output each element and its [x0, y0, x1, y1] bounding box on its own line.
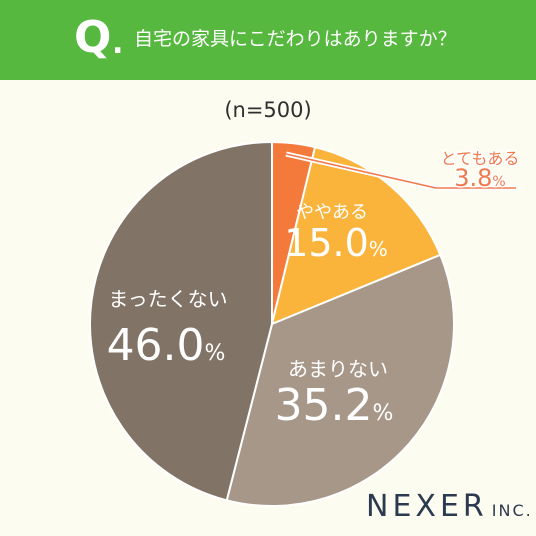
slice-value-text-3: 35.2% [275, 380, 394, 431]
pie-slice-4 [89, 140, 273, 502]
slice-value-2: 15.0 [284, 221, 369, 265]
slice-label-4: まったくない [108, 287, 227, 311]
slice-label-2: ややある [296, 202, 368, 223]
pie-slice-2 [270, 145, 442, 326]
slice-value-3: 35.2 [275, 380, 373, 431]
logo-name: NEXER [366, 489, 488, 524]
slice-unit-1: % [492, 174, 505, 190]
slice-label-1: とてもある [441, 149, 520, 168]
callout-line [285, 153, 516, 189]
pie-slice-3 [225, 253, 455, 507]
q-mark-icon: Q [74, 12, 112, 63]
slice-label-3: あまりない [288, 357, 388, 381]
sample-size: (n=500) [224, 98, 312, 122]
slice-unit-4: % [205, 341, 226, 366]
question-text: 自宅の家具にこだわりはありますか？ [134, 28, 457, 50]
question-banner: Q . 自宅の家具にこだわりはありますか？ [0, 0, 536, 80]
q-dot: . [112, 26, 124, 61]
slice-value-text-1: 3.8% [454, 164, 505, 192]
slice-unit-3: % [373, 401, 394, 426]
slice-value-text-4: 46.0% [107, 320, 226, 371]
slice-value-4: 46.0 [107, 320, 205, 371]
slice-value-1: 3.8 [454, 164, 492, 192]
nexer-logo: NEXER INC. [366, 490, 533, 528]
slice-value-text-2: 15.0% [284, 221, 388, 265]
logo-suffix: INC. [491, 501, 533, 520]
slice-unit-2: % [369, 237, 388, 261]
